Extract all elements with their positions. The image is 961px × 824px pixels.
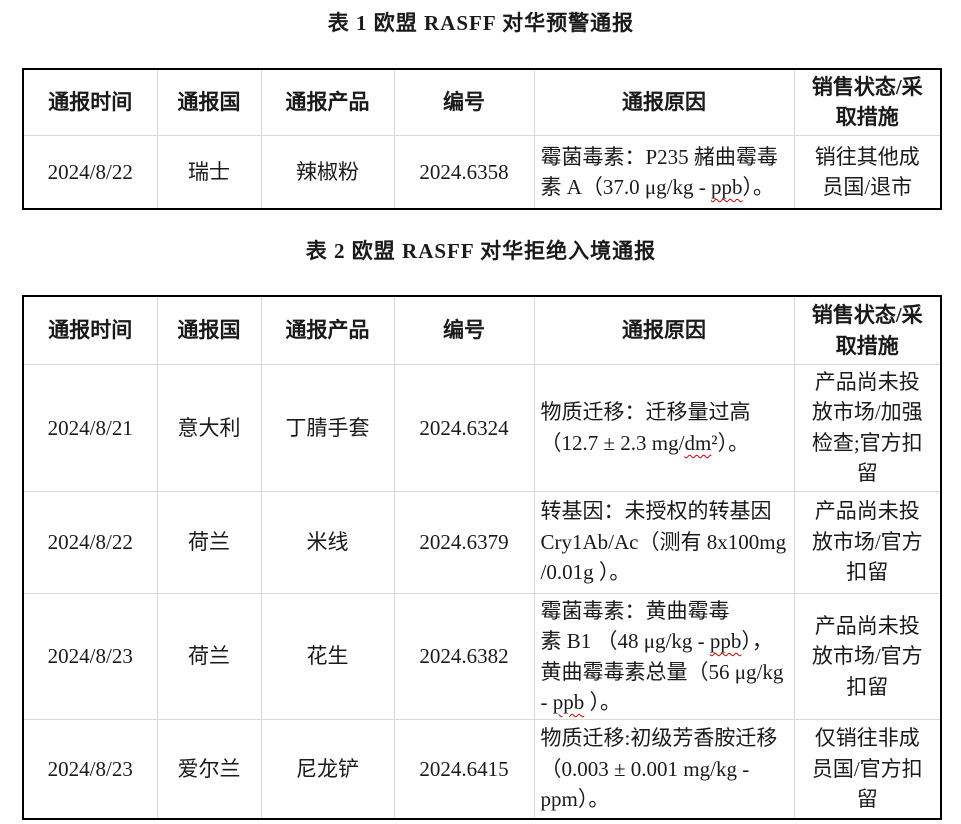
cell-measures: 销往其他成 员国/退市 (793, 134, 942, 210)
cell-measures: 产品尚未投 放市场/官方 扣留 (793, 592, 942, 721)
cell-measures: 仅销往非成 员国/官方扣 留 (793, 719, 942, 820)
table-row: 2024/8/23 爱尔兰 尼龙铲 2024.6415 物质迁移:初级芳香胺迁移… (22, 719, 942, 820)
header-reason: 通报原因 (533, 295, 795, 365)
table-row: 2024/8/21 意大利 丁腈手套 2024.6324 物质迁移：迁移量过高 … (22, 363, 942, 492)
cell-measures: 产品尚未投 放市场/加强 检查;官方扣 留 (793, 363, 942, 492)
cell-number: 2024.6382 (393, 592, 535, 721)
header-product: 通报产品 (260, 68, 395, 136)
cell-date: 2024/8/23 (22, 592, 158, 721)
header-number: 编号 (393, 68, 535, 136)
cell-product: 尼龙铲 (260, 719, 395, 820)
cell-product: 丁腈手套 (260, 363, 395, 492)
cell-date: 2024/8/22 (22, 490, 158, 594)
header-measures: 销售状态/采取措施 (793, 68, 942, 136)
cell-number: 2024.6358 (393, 134, 535, 210)
table1-title: 表 1 欧盟 RASFF 对华预警通报 (327, 11, 635, 35)
header-number: 编号 (393, 295, 535, 365)
cell-date: 2024/8/23 (22, 719, 158, 820)
cell-product: 米线 (260, 490, 395, 594)
cell-date: 2024/8/21 (22, 363, 158, 492)
cell-date: 2024/8/22 (22, 134, 158, 210)
cell-product: 花生 (260, 592, 395, 721)
table-row: 2024/8/23 荷兰 花生 2024.6382 霉菌毒素：黄曲霉毒 素 B1… (22, 592, 942, 721)
cell-number: 2024.6324 (393, 363, 535, 492)
rasff-alert-table: 通报时间 通报国 通报产品 编号 通报原因 销售状态/采取措施 2024/8/2… (22, 68, 942, 211)
table2-title: 表 2 欧盟 RASFF 对华拒绝入境通报 (305, 239, 657, 264)
cell-number: 2024.6415 (393, 719, 535, 820)
header-country: 通报国 (156, 68, 262, 136)
header-date: 通报时间 (22, 295, 158, 365)
cell-number: 2024.6379 (393, 490, 535, 594)
cell-country: 瑞士 (156, 134, 262, 210)
table-row: 2024/8/22 荷兰 米线 2024.6379 转基因：未授权的转基因 Cr… (22, 490, 942, 594)
header-date: 通报时间 (22, 68, 158, 136)
header-measures: 销售状态/采取措施 (793, 295, 942, 365)
cell-reason: 转基因：未授权的转基因 Cry1Ab/Ac（测有 8x100mg /0.01g … (533, 490, 795, 594)
cell-measures: 产品尚未投 放市场/官方 扣留 (793, 490, 942, 594)
cell-reason: 霉菌毒素：黄曲霉毒 素 B1 （48 μg/kg - ppb）， 黄曲霉毒素总量… (533, 592, 795, 721)
cell-country: 意大利 (156, 363, 262, 492)
header-reason: 通报原因 (533, 68, 795, 136)
cell-reason: 霉菌毒素：P235 赭曲霉毒 素 A（37.0 μg/kg - ppb）。 (533, 134, 795, 210)
cell-reason: 物质迁移：迁移量过高 （12.7 ± 2.3 mg/dm²）。 (533, 363, 795, 492)
cell-product: 辣椒粉 (260, 134, 395, 210)
table2-header-row: 通报时间 通报国 通报产品 编号 通报原因 销售状态/采取措施 (22, 295, 942, 365)
rasff-border-rejection-table: 通报时间 通报国 通报产品 编号 通报原因 销售状态/采取措施 2024/8/2… (22, 295, 942, 820)
table1-header-row: 通报时间 通报国 通报产品 编号 通报原因 销售状态/采取措施 (22, 68, 942, 136)
cell-country: 爱尔兰 (156, 719, 262, 820)
cell-country: 荷兰 (156, 490, 262, 594)
header-product: 通报产品 (260, 295, 395, 365)
header-country: 通报国 (156, 295, 262, 365)
cell-country: 荷兰 (156, 592, 262, 721)
table-row: 2024/8/22 瑞士 辣椒粉 2024.6358 霉菌毒素：P235 赭曲霉… (22, 134, 942, 210)
cell-reason: 物质迁移:初级芳香胺迁移 （0.003 ± 0.001 mg/kg - ppm）… (533, 719, 795, 820)
